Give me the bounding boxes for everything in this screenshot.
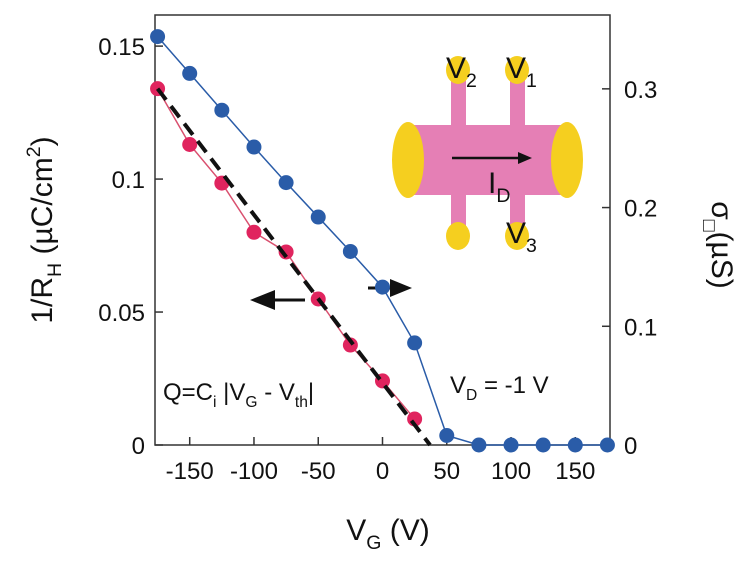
inset-contact bbox=[446, 222, 470, 250]
x-tick-label: 0 bbox=[376, 458, 389, 485]
x-axis-label-part: (V) bbox=[381, 514, 429, 547]
data-point bbox=[407, 335, 422, 350]
data-point bbox=[182, 66, 197, 81]
drain-voltage-annotation-part: D bbox=[466, 387, 477, 404]
data-point bbox=[536, 438, 551, 453]
data-point bbox=[343, 244, 358, 259]
y-axis-label-part: ) bbox=[26, 136, 59, 146]
y2-axis-label-part: (µS) bbox=[705, 232, 738, 289]
drain-voltage-annotation-part: = -1 V bbox=[477, 372, 548, 399]
y-tick-label: 0 bbox=[132, 433, 145, 460]
data-point bbox=[246, 140, 261, 155]
y-axis-label-part: 1/R bbox=[26, 277, 59, 324]
inset-label-part: 3 bbox=[526, 235, 537, 257]
x-tick-label: 100 bbox=[491, 458, 531, 485]
chart: -150 -100 -50 0 50 100 150 0 0.05 0.1 0.15 0 0.1 0.2 0… bbox=[0, 0, 747, 558]
y-axis-label-part: (µC/cm bbox=[26, 157, 59, 263]
data-point bbox=[150, 29, 165, 44]
inset-contact bbox=[392, 122, 424, 198]
inset-label: V3 bbox=[506, 217, 537, 257]
y2-axis-label-part: σ bbox=[705, 201, 738, 220]
data-point bbox=[439, 428, 454, 443]
x-axis-label-part: V bbox=[346, 514, 366, 547]
y-tick-label: 0.05 bbox=[98, 300, 145, 327]
data-point bbox=[214, 103, 229, 118]
data-point bbox=[504, 438, 519, 453]
data-point bbox=[471, 438, 486, 453]
data-point bbox=[246, 225, 261, 240]
y-axis-label-part: H bbox=[44, 263, 66, 277]
inset-label-part: V bbox=[506, 52, 526, 85]
inset-label-part: I bbox=[488, 167, 496, 200]
drain-voltage-annotation-part: V bbox=[450, 372, 466, 399]
x-tick-label: -150 bbox=[166, 458, 214, 485]
arrow-right-head bbox=[390, 279, 412, 297]
x-axis-label-part: G bbox=[366, 532, 381, 554]
x-tick-label: -100 bbox=[230, 458, 278, 485]
inset-label-part: V bbox=[446, 52, 466, 85]
data-point bbox=[311, 210, 326, 225]
y2-tick-label: 0.3 bbox=[624, 77, 657, 104]
x-tick-label: 50 bbox=[433, 458, 460, 485]
fit-annotation-part: | bbox=[308, 379, 314, 406]
y-axis-label-part: 2 bbox=[23, 146, 45, 157]
y2-axis-label: σ□(µS) bbox=[698, 201, 738, 289]
page: -150 -100 -50 0 50 100 150 0 0.05 0.1 0.15 0 0.1 0.2 0… bbox=[0, 0, 747, 563]
x-tick-label: -50 bbox=[301, 458, 336, 485]
inset-diagram bbox=[392, 56, 583, 250]
y2-tick-label: 0.2 bbox=[624, 196, 657, 223]
y2-tick-label: 0 bbox=[624, 433, 637, 460]
y-axis-label: 1/RH (µC/cm2) bbox=[23, 136, 66, 323]
fit-annotation-part: Q=C bbox=[163, 379, 213, 406]
y-tick-label: 0.1 bbox=[112, 167, 145, 194]
fit-annotation-part: th bbox=[295, 394, 308, 411]
inset-label-part: D bbox=[496, 185, 510, 207]
data-point bbox=[375, 280, 390, 295]
fit-annotation-part: G bbox=[245, 394, 257, 411]
fit-annotation: Q=Ci |VG - Vth| bbox=[163, 379, 314, 411]
y2-tick-label: 0.1 bbox=[624, 314, 657, 341]
inset-contact bbox=[551, 122, 583, 198]
data-point bbox=[568, 438, 583, 453]
arrow-left-head bbox=[250, 290, 275, 310]
data-point bbox=[600, 438, 615, 453]
inset-label-part: V bbox=[506, 217, 526, 250]
data-point bbox=[279, 175, 294, 190]
inset-label-part: 1 bbox=[526, 70, 537, 92]
y2-axis-label-part: □ bbox=[698, 220, 720, 232]
x-axis-label: VG (V) bbox=[346, 514, 430, 554]
fit-annotation-part: |V bbox=[216, 379, 245, 406]
inset-label-part: 2 bbox=[466, 70, 477, 92]
x-tick-label: 150 bbox=[555, 458, 595, 485]
y-tick-label: 0.15 bbox=[98, 34, 145, 61]
drain-voltage-annotation: VD = -1 V bbox=[450, 372, 549, 404]
data-point bbox=[182, 137, 197, 152]
fit-annotation-part: - V bbox=[258, 379, 295, 406]
